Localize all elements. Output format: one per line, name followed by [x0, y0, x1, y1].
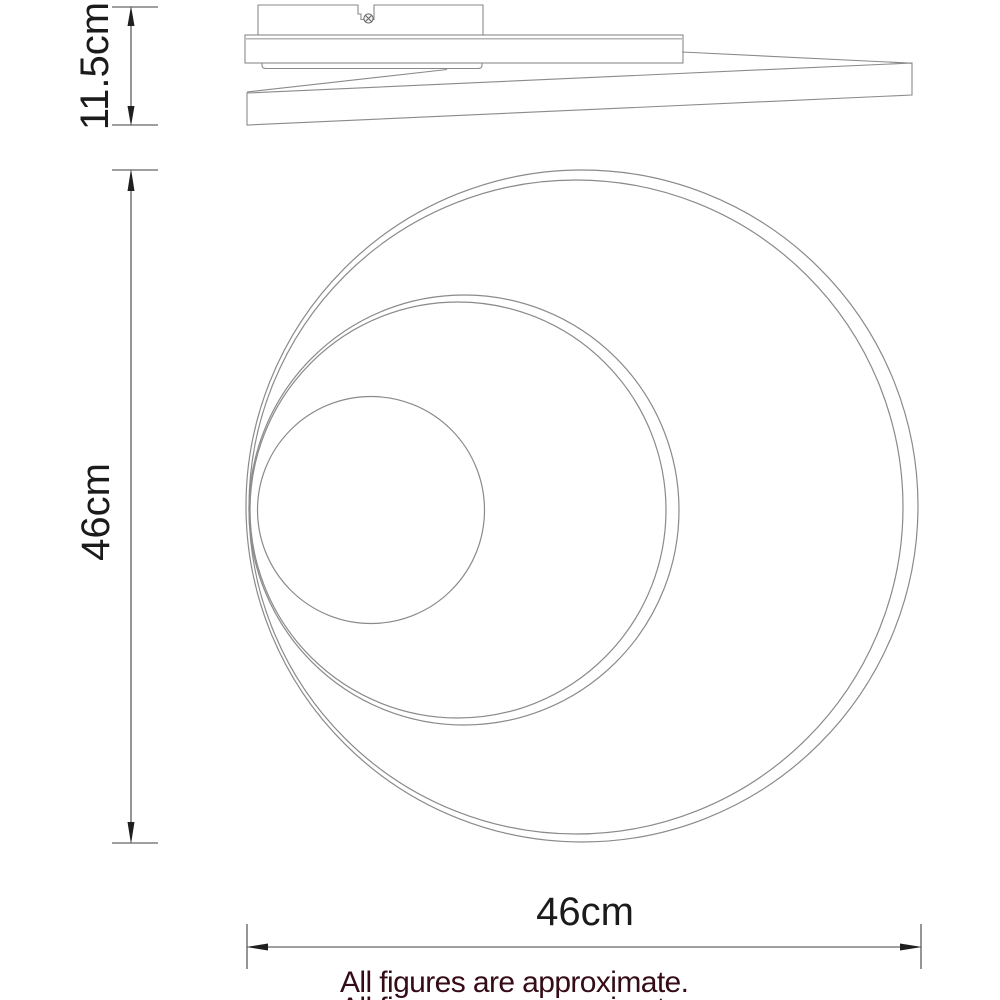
screw-icon [363, 13, 374, 24]
small-ring-outline [256, 395, 486, 625]
arrow-down-icon [127, 822, 135, 844]
clipped-text-line: All figures are approximate. [340, 992, 688, 1000]
arrow-left-icon [246, 943, 268, 951]
horizontal-diameter-dimension [246, 924, 922, 969]
middle-ring-inner-outline [249, 301, 667, 719]
front-view [245, 169, 919, 843]
outer-ring-inner-outline [248, 179, 904, 835]
outer-ring-outline [245, 169, 919, 843]
height-dimension [112, 6, 158, 126]
canopy-lip [261, 63, 483, 70]
vertical-diameter-label: 46cm [74, 463, 118, 561]
horizontal-diameter-label: 46cm [536, 890, 634, 934]
vertical-diameter-dimension [112, 169, 158, 844]
ring-far-edge-left [246, 68, 448, 93]
disclaimer-text: All figures are approximate. [340, 966, 688, 999]
height-dimension-label: 11.5cm [73, 2, 117, 130]
canopy-plate [244, 34, 684, 64]
side-view [244, 4, 913, 126]
middle-ring-outline [248, 294, 680, 726]
ring-band [246, 62, 913, 126]
ring-far-edge-right [681, 51, 913, 64]
arrow-down-icon [127, 106, 135, 126]
arrow-right-icon [900, 943, 922, 951]
arrow-up-icon [127, 169, 135, 191]
arrow-up-icon [127, 6, 135, 26]
